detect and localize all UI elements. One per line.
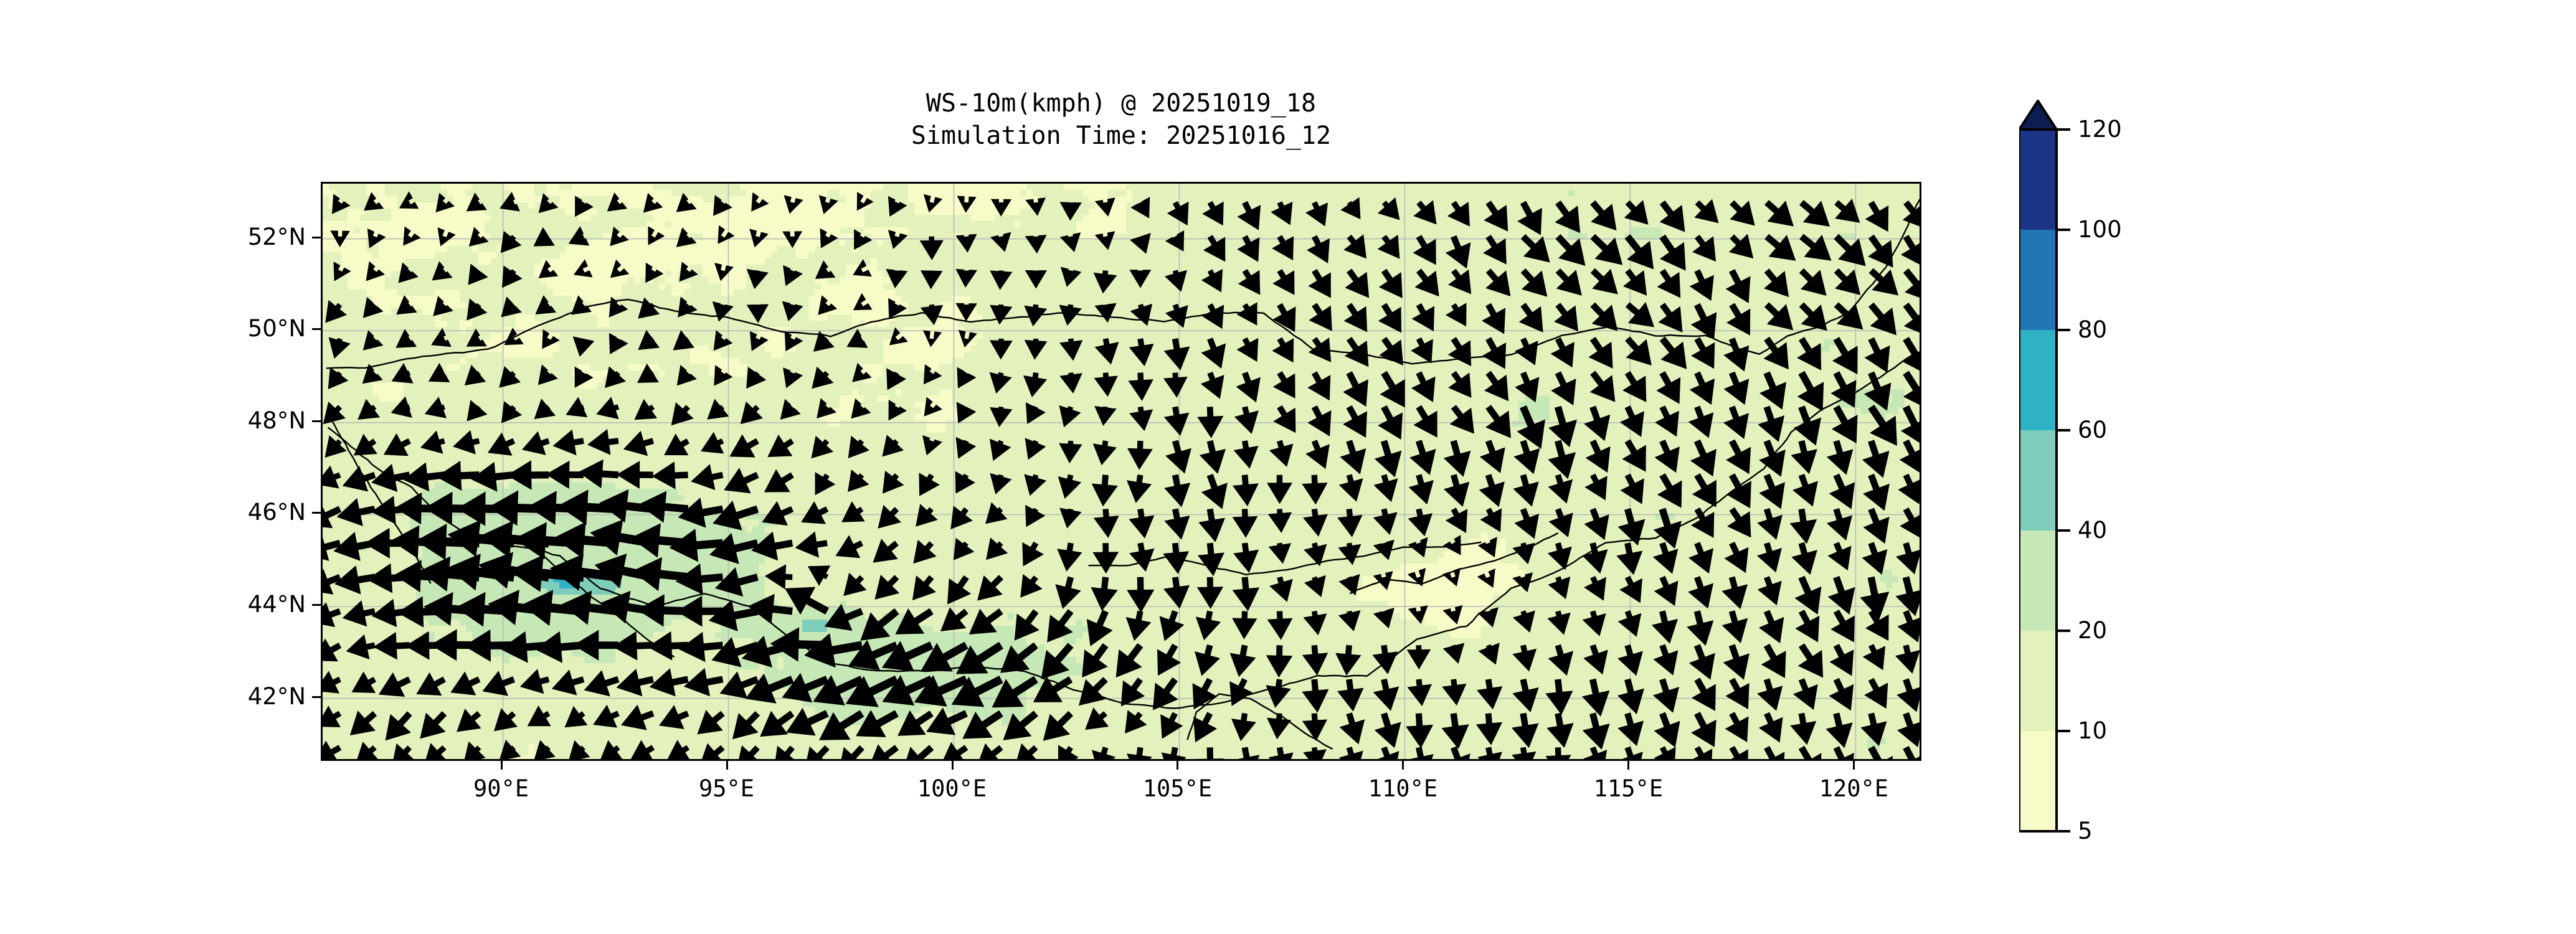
y-tick-mark bbox=[312, 328, 321, 331]
title-line-2: Simulation Time: 20251016_12 bbox=[321, 120, 1921, 152]
colorbar-gradient bbox=[2019, 100, 2070, 833]
y-tick-mark bbox=[312, 604, 321, 606]
colorbar[interactable]: 120 100 80 60 40 20 10 5 bbox=[2019, 100, 2268, 842]
colorbar-tick-label: 80 bbox=[2078, 318, 2107, 341]
y-tick-label: 50°N bbox=[144, 317, 306, 340]
x-tick-label: 115°E bbox=[1535, 777, 1721, 800]
x-tick-mark bbox=[500, 761, 503, 770]
y-tick-label: 48°N bbox=[144, 409, 306, 432]
y-tick-label: 42°N bbox=[144, 685, 306, 708]
colorbar-tick-label: 40 bbox=[2078, 519, 2107, 542]
chart-title: WS-10m(kmph) @ 20251019_18 Simulation Ti… bbox=[321, 87, 1921, 152]
x-tick-mark bbox=[1853, 761, 1855, 770]
colorbar-tick-label: 20 bbox=[2078, 619, 2107, 642]
wind-vector-quiver bbox=[323, 191, 1920, 759]
x-tick-mark bbox=[951, 761, 954, 770]
wind-speed-map bbox=[323, 184, 1920, 759]
x-tick-mark bbox=[726, 761, 728, 770]
x-tick-label: 95°E bbox=[633, 777, 820, 800]
y-tick-mark bbox=[312, 420, 321, 422]
x-tick-label: 90°E bbox=[408, 777, 595, 800]
x-tick-mark bbox=[1627, 761, 1630, 770]
map-axes[interactable] bbox=[321, 182, 1921, 761]
colorbar-tick-label: 10 bbox=[2078, 719, 2107, 742]
title-line-1: WS-10m(kmph) @ 20251019_18 bbox=[321, 87, 1921, 120]
y-tick-mark bbox=[312, 236, 321, 238]
y-tick-label: 46°N bbox=[144, 501, 306, 524]
x-tick-label: 105°E bbox=[1084, 777, 1271, 800]
colorbar-tick-label: 100 bbox=[2078, 218, 2122, 241]
y-tick-label: 44°N bbox=[144, 593, 306, 616]
colorbar-tick-label: 60 bbox=[2078, 418, 2107, 441]
x-tick-label: 120°E bbox=[1760, 777, 1947, 800]
x-tick-label: 110°E bbox=[1309, 777, 1496, 800]
x-tick-mark bbox=[1177, 761, 1179, 770]
y-tick-mark bbox=[312, 512, 321, 514]
x-tick-mark bbox=[1402, 761, 1404, 770]
colorbar-tick-label: 120 bbox=[2078, 118, 2122, 141]
x-tick-label: 100°E bbox=[859, 777, 1046, 800]
colorbar-tick-label: 5 bbox=[2078, 819, 2093, 842]
y-tick-mark bbox=[312, 696, 321, 698]
y-tick-label: 52°N bbox=[144, 225, 306, 248]
